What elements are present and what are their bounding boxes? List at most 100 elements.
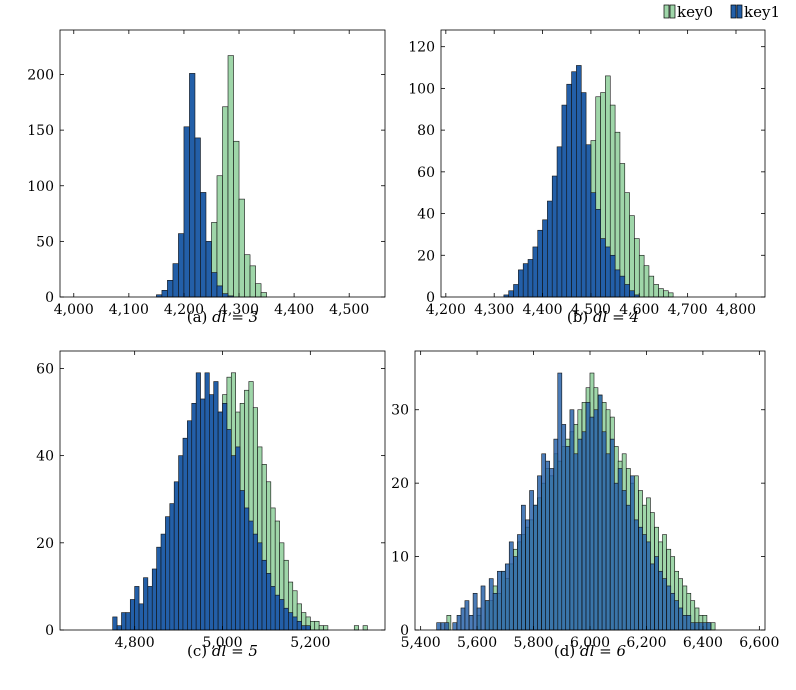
bar-key1 <box>565 446 571 631</box>
bar-key1 <box>561 424 567 631</box>
bar-key1 <box>492 592 498 631</box>
bar-key1 <box>143 577 149 631</box>
bar-key1 <box>609 438 615 631</box>
bar-key1 <box>213 381 219 631</box>
bar-key1 <box>525 519 530 631</box>
x-tick-label: 4,700 <box>668 302 708 318</box>
x-tick-label: 6,000 <box>570 635 610 651</box>
bar-key1 <box>129 599 135 631</box>
bar-key0 <box>638 254 645 298</box>
bar-key1 <box>650 563 655 631</box>
y-tick-label: 0 <box>426 290 435 306</box>
bar-key1 <box>577 438 583 631</box>
bar-key0 <box>624 192 630 298</box>
bar-key1 <box>279 599 285 631</box>
x-tick-label: 4,300 <box>219 302 259 318</box>
bar-key1 <box>205 241 212 298</box>
bar-key1 <box>444 622 450 631</box>
bar-key0 <box>710 622 716 631</box>
bar-key1 <box>472 592 478 631</box>
y-tick-label: 20 <box>391 476 409 492</box>
bar-key1 <box>138 603 144 631</box>
x-tick-label: 4,300 <box>474 302 514 318</box>
bar-key1 <box>702 622 708 631</box>
y-tick-label: 50 <box>36 234 54 250</box>
bar-key1 <box>488 578 494 631</box>
bar-key1 <box>571 71 577 298</box>
bar-key1 <box>613 482 619 631</box>
bar-key1 <box>674 600 679 631</box>
bar-key1 <box>605 246 611 298</box>
bar-key1 <box>172 263 179 298</box>
bar-key1 <box>682 615 688 631</box>
bar-key1 <box>226 429 232 631</box>
bar-key1 <box>440 622 446 631</box>
bar-key1 <box>200 192 207 298</box>
bar-key0 <box>233 140 240 298</box>
bar-key1 <box>569 409 575 631</box>
bar-key1 <box>235 446 241 631</box>
bar-key0 <box>667 292 674 298</box>
x-tick-label: 4,400 <box>523 302 563 318</box>
bar-key0 <box>643 265 650 298</box>
bar-key1 <box>670 592 676 631</box>
bar-key0 <box>318 625 324 631</box>
bar-key1 <box>204 372 210 631</box>
bar-key1 <box>283 607 289 631</box>
bar-key1 <box>529 490 534 631</box>
bar-key1 <box>261 559 267 631</box>
bar-key1 <box>178 455 184 631</box>
panel-caption: (b) dl = 4 <box>567 308 639 326</box>
bar-key1 <box>614 269 621 298</box>
bar-key1 <box>288 612 294 631</box>
bar-key0 <box>653 284 659 298</box>
y-tick-label: 20 <box>417 248 435 264</box>
y-tick-label: 100 <box>408 81 435 97</box>
bar-key1 <box>621 490 627 631</box>
bar-key1 <box>167 280 174 298</box>
bar-key1 <box>518 269 524 298</box>
bar-key1 <box>274 594 280 631</box>
bar-key0 <box>249 265 256 298</box>
bar-key1 <box>244 507 250 631</box>
bar-key1 <box>553 438 559 631</box>
bar-key1 <box>187 420 193 631</box>
bar-key0 <box>362 625 368 631</box>
bar-key1 <box>252 533 258 631</box>
bar-key1 <box>698 622 704 631</box>
bar-key1 <box>183 126 190 298</box>
y-tick-label: 0 <box>45 290 54 306</box>
y-tick-label: 40 <box>36 449 54 465</box>
bar-key1 <box>460 607 466 631</box>
y-tick-label: 0 <box>45 623 54 639</box>
y-tick-label: 80 <box>417 123 435 139</box>
y-tick-label: 0 <box>400 623 409 639</box>
bar-key1 <box>476 607 482 631</box>
x-tick-label: 4,500 <box>571 302 611 318</box>
bar-key1 <box>178 233 185 298</box>
x-tick-label: 5,000 <box>202 635 242 651</box>
bar-key1 <box>480 585 486 631</box>
legend-swatch <box>736 4 743 19</box>
bar-key1 <box>633 519 639 631</box>
bar-key0 <box>648 275 655 298</box>
bar-key1 <box>551 175 558 298</box>
series-key1 <box>436 372 712 631</box>
bar-key1 <box>580 92 587 298</box>
x-tick-label: 4,800 <box>716 302 756 318</box>
bar-key1 <box>597 394 603 631</box>
bar-key0 <box>323 625 329 631</box>
bar-key1 <box>589 416 595 631</box>
bar-key1 <box>619 275 626 298</box>
y-tick-label: 30 <box>391 403 409 419</box>
bar-key1 <box>191 403 197 631</box>
bar-key0 <box>222 106 229 298</box>
bar-key1 <box>194 137 201 298</box>
bar-key1 <box>296 620 302 631</box>
bar-key1 <box>694 622 700 631</box>
bar-key1 <box>646 541 651 631</box>
bar-key1 <box>464 600 470 631</box>
bar-key1 <box>600 238 606 298</box>
y-tick-label: 60 <box>417 165 435 181</box>
bar-key1 <box>112 616 118 631</box>
